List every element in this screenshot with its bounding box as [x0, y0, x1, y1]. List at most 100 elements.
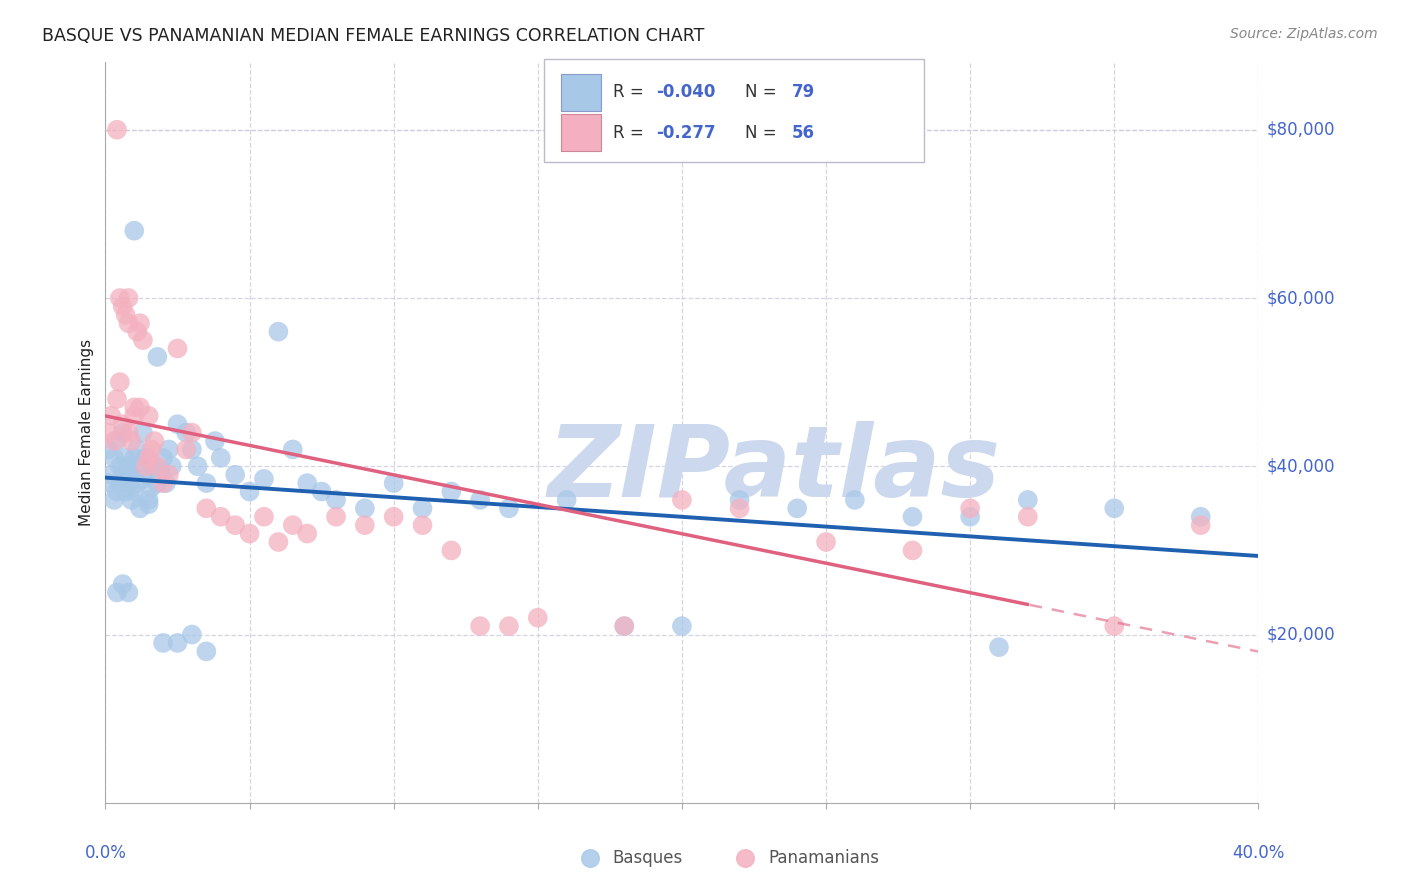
Point — [152, 450, 174, 465]
Point — [108, 291, 131, 305]
Point — [138, 467, 160, 482]
Point — [117, 476, 139, 491]
Point — [180, 442, 202, 457]
Text: $40,000: $40,000 — [1267, 458, 1336, 475]
Point — [97, 442, 120, 457]
Point — [120, 492, 142, 507]
Point — [141, 480, 163, 494]
Point — [253, 509, 276, 524]
FancyBboxPatch shape — [544, 59, 924, 162]
Point — [117, 291, 139, 305]
Point — [129, 501, 152, 516]
Point — [129, 316, 152, 330]
Point — [114, 450, 136, 465]
Point — [297, 476, 319, 491]
Point — [440, 543, 463, 558]
Point — [124, 450, 146, 465]
Point — [100, 409, 122, 423]
Point — [132, 333, 155, 347]
Point — [281, 518, 304, 533]
Point — [146, 476, 169, 491]
Point — [297, 526, 319, 541]
Point — [127, 325, 149, 339]
Point — [174, 442, 197, 457]
Point — [135, 459, 157, 474]
Y-axis label: Median Female Earnings: Median Female Earnings — [79, 339, 94, 526]
Text: BASQUE VS PANAMANIAN MEDIAN FEMALE EARNINGS CORRELATION CHART: BASQUE VS PANAMANIAN MEDIAN FEMALE EARNI… — [42, 27, 704, 45]
Point — [440, 484, 463, 499]
Point — [1189, 518, 1212, 533]
Point — [166, 342, 188, 356]
Point — [613, 619, 636, 633]
Point — [325, 509, 347, 524]
Point — [143, 459, 166, 474]
Point — [267, 325, 290, 339]
Point — [149, 463, 172, 477]
Point — [152, 636, 174, 650]
Point — [132, 472, 155, 486]
Point — [103, 492, 125, 507]
Point — [195, 644, 218, 658]
Point — [901, 543, 924, 558]
Point — [108, 459, 131, 474]
Point — [325, 492, 347, 507]
Text: N =: N = — [745, 83, 782, 101]
Point — [209, 450, 232, 465]
Text: $20,000: $20,000 — [1267, 625, 1336, 643]
Text: 79: 79 — [792, 83, 814, 101]
Point — [253, 472, 276, 486]
Point — [108, 375, 131, 389]
Point — [728, 492, 751, 507]
Point — [180, 425, 202, 440]
Point — [166, 636, 188, 650]
Text: Source: ZipAtlas.com: Source: ZipAtlas.com — [1230, 27, 1378, 41]
Text: Basques: Basques — [613, 849, 683, 867]
Point — [1102, 501, 1125, 516]
Point — [117, 316, 139, 330]
Point — [143, 434, 166, 448]
Point — [127, 442, 149, 457]
Point — [187, 459, 209, 474]
Point — [224, 467, 246, 482]
Point — [141, 442, 163, 457]
Text: 0.0%: 0.0% — [84, 844, 127, 862]
Point — [526, 611, 548, 625]
Point — [195, 476, 218, 491]
Point — [138, 492, 160, 507]
Point — [382, 509, 405, 524]
Point — [124, 484, 146, 499]
Point — [146, 459, 169, 474]
Point — [124, 409, 146, 423]
Point — [146, 350, 169, 364]
Point — [100, 467, 122, 482]
Point — [138, 497, 160, 511]
Point — [901, 509, 924, 524]
Text: $80,000: $80,000 — [1267, 120, 1336, 139]
Point — [468, 492, 492, 507]
Point — [613, 619, 636, 633]
Point — [195, 501, 218, 516]
Point — [157, 442, 180, 457]
Text: Panamanians: Panamanians — [768, 849, 879, 867]
Point — [108, 476, 131, 491]
Point — [103, 450, 125, 465]
Point — [1017, 509, 1039, 524]
Text: R =: R = — [613, 83, 648, 101]
Point — [111, 417, 134, 432]
Point — [117, 459, 139, 474]
Point — [97, 476, 120, 491]
Point — [111, 425, 134, 440]
Point — [1102, 619, 1125, 633]
Point — [97, 425, 120, 440]
Point — [1189, 509, 1212, 524]
Text: 56: 56 — [792, 124, 814, 142]
Point — [311, 484, 333, 499]
Point — [555, 492, 578, 507]
Point — [239, 484, 262, 499]
Point — [671, 619, 693, 633]
Point — [152, 476, 174, 491]
Point — [111, 300, 134, 314]
Point — [180, 627, 202, 641]
Point — [411, 518, 433, 533]
Point — [120, 434, 142, 448]
